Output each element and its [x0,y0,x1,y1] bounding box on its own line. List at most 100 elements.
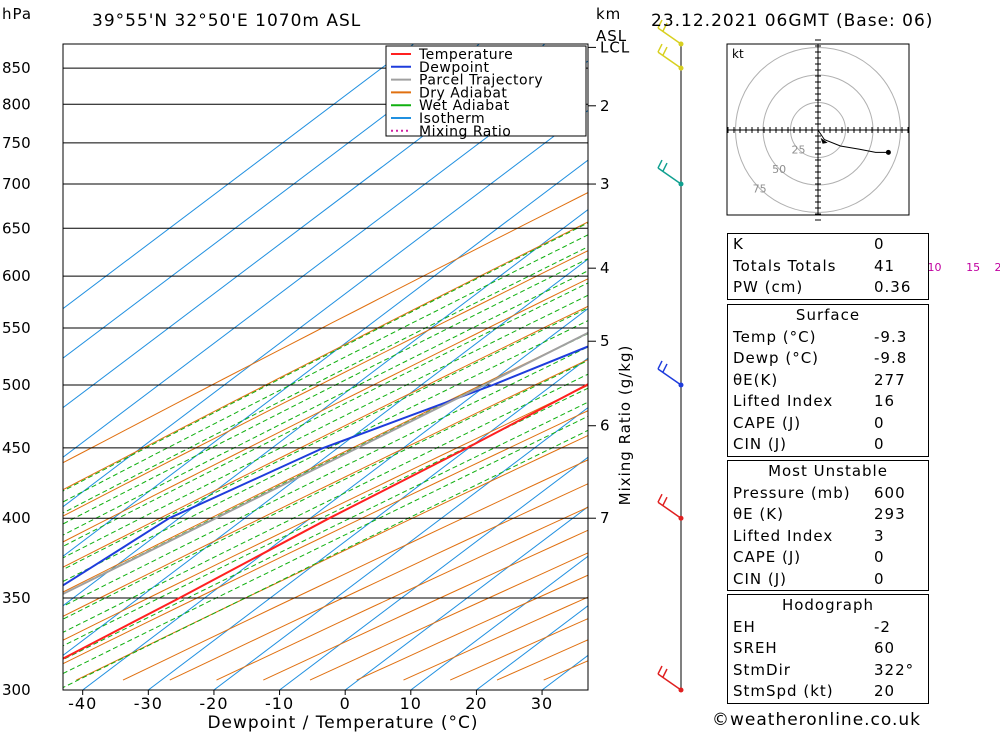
dry-adiabat-line [63,278,588,543]
wind-barb-shaft [657,167,682,185]
surface-theta-row: θE(K) 277 [728,370,928,392]
pressure-tick-label: 300 [2,681,31,699]
pressure-tick-label: 800 [2,95,31,113]
hodo-stmspd-label: StmSpd (kt) [733,682,834,700]
wet-adiabat-line [63,270,588,536]
wind-barb-shaft [657,368,682,386]
wet-adiabat-line [63,307,588,571]
isotherm-line [410,555,588,690]
mu-cin-label: CIN (J) [733,569,788,588]
surface-cape-value: 0 [874,413,885,432]
legend-label: Parcel Trajectory [419,73,543,89]
surface-dewp-label: Dewp (°C) [733,349,820,367]
km-tick-label: 2 [600,97,611,115]
dry-adiabat-line [63,305,588,568]
wind-barb-flag [662,363,668,373]
surface-temp-label: Temp (°C) [733,327,817,346]
wet-adiabat-line [63,246,588,514]
index-totals-value: 41 [874,256,896,275]
wet-adiabat-line [63,415,588,675]
km-tick-label: 3 [600,175,611,193]
temp-tick-label: 0 [340,694,351,713]
most-unstable-table: Most Unstable Pressure (mb) 600 θE (K) 293… [727,460,929,591]
surface-dewp-row: Dewp (°C) -9.8 [728,348,928,370]
km-tick-label: LCL [600,38,630,56]
mixing-ratio-line [973,44,1000,276]
hodo-stmspd-row: StmSpd (kt) 20 [728,681,928,703]
index-pw-label: PW (cm) [733,278,804,296]
index-totals-row: Totals Totals 41 [728,256,928,278]
mu-pressure-label: Pressure (mb) [733,483,851,502]
hodo-eh-label: EH [733,617,756,636]
dry-adiabat-line [63,191,588,464]
series-dewpoint [63,345,588,587]
index-totals-label: Totals Totals [733,256,837,275]
wind-barb-shaft [657,51,682,69]
dry-adiabat-line [63,358,588,617]
mu-lifted-value: 3 [874,526,885,545]
temp-tick-label: 20 [465,694,487,713]
mu-theta-value: 293 [874,505,906,523]
pressure-tick-label: 700 [2,175,31,193]
mu-lifted-row: Lifted Index 3 [728,526,928,548]
pressure-tick-label: 600 [2,267,31,285]
dry-adiabat-line [63,221,588,491]
hodo-sreh-row: SREH 60 [728,638,928,660]
hodo-stmdir-row: StmDir 322° [728,660,928,682]
dry-adiabat-line [169,483,588,681]
surface-cin-label: CIN (J) [733,435,788,453]
surface-cin-row: CIN (J) 0 [728,434,928,456]
hodograph-unit-label: kt [732,47,744,61]
mu-cape-row: CAPE (J) 0 [728,547,928,569]
copyright-footer: ©weatheronline.co.uk [712,710,922,730]
chart-series [63,331,588,660]
legend-label: Temperature [418,47,513,63]
temp-tick-label: 10 [400,694,422,713]
pressure-tick-label: 750 [2,134,31,152]
temp-tick-label: -40 [68,694,97,713]
wind-barb-flag [657,159,663,169]
surface-title: Surface [795,306,861,324]
isotherm-line [63,159,588,557]
isotherm-line [213,407,588,690]
isotherm-line [63,60,588,458]
mu-cape-label: CAPE (J) [733,548,802,566]
surface-lifted-label: Lifted Index [733,392,834,410]
location-title: 39°55'N 32°50'E 1070m ASL [92,11,362,31]
dry-adiabat-line [63,250,588,517]
km-tick-label: 7 [600,509,611,527]
wind-barb-flag [657,665,663,675]
isotherm-line [344,506,588,690]
hodo-sreh-value: 60 [874,639,896,657]
wet-adiabat-line [63,258,588,525]
index-k-value: 0 [874,235,885,253]
surface-dewp-value: -9.8 [874,349,908,367]
surface-theta-value: 277 [874,370,906,389]
hodograph-end-dot [885,149,891,155]
hodo-title: Hodograph [781,596,875,614]
isotherm-line [63,109,588,508]
isotherm-line [63,44,480,359]
dry-adiabat-line [216,506,588,681]
surface-lifted-value: 16 [874,392,896,410]
wet-adiabat-line [63,359,588,620]
wet-adiabat-line [63,294,588,559]
pressure-tick-label: 500 [2,376,31,394]
pressure-tick-label: 400 [2,509,31,527]
x-axis-title: Dewpoint / Temperature (°C) [207,713,478,733]
plot-frame [62,43,589,691]
mixing-ratio-line [935,44,1000,276]
mu-theta-row: θE (K) 293 [728,504,928,526]
surface-cape-row: CAPE (J) 0 [728,413,928,435]
wind-barb-flag [662,162,668,172]
wind-barb-shaft [657,673,682,691]
hodo-eh-row: EH -2 [728,617,928,639]
isotherm-line [147,357,588,690]
wet-adiabat-line [63,346,588,607]
pressure-tick-label: 650 [2,219,31,237]
wind-barb-flag [657,493,663,503]
legend-label: Dry Adiabat [419,85,507,101]
surface-table: Surface Temp (°C) -9.3 Dewp (°C) -9.8 θE(K… [727,304,929,457]
